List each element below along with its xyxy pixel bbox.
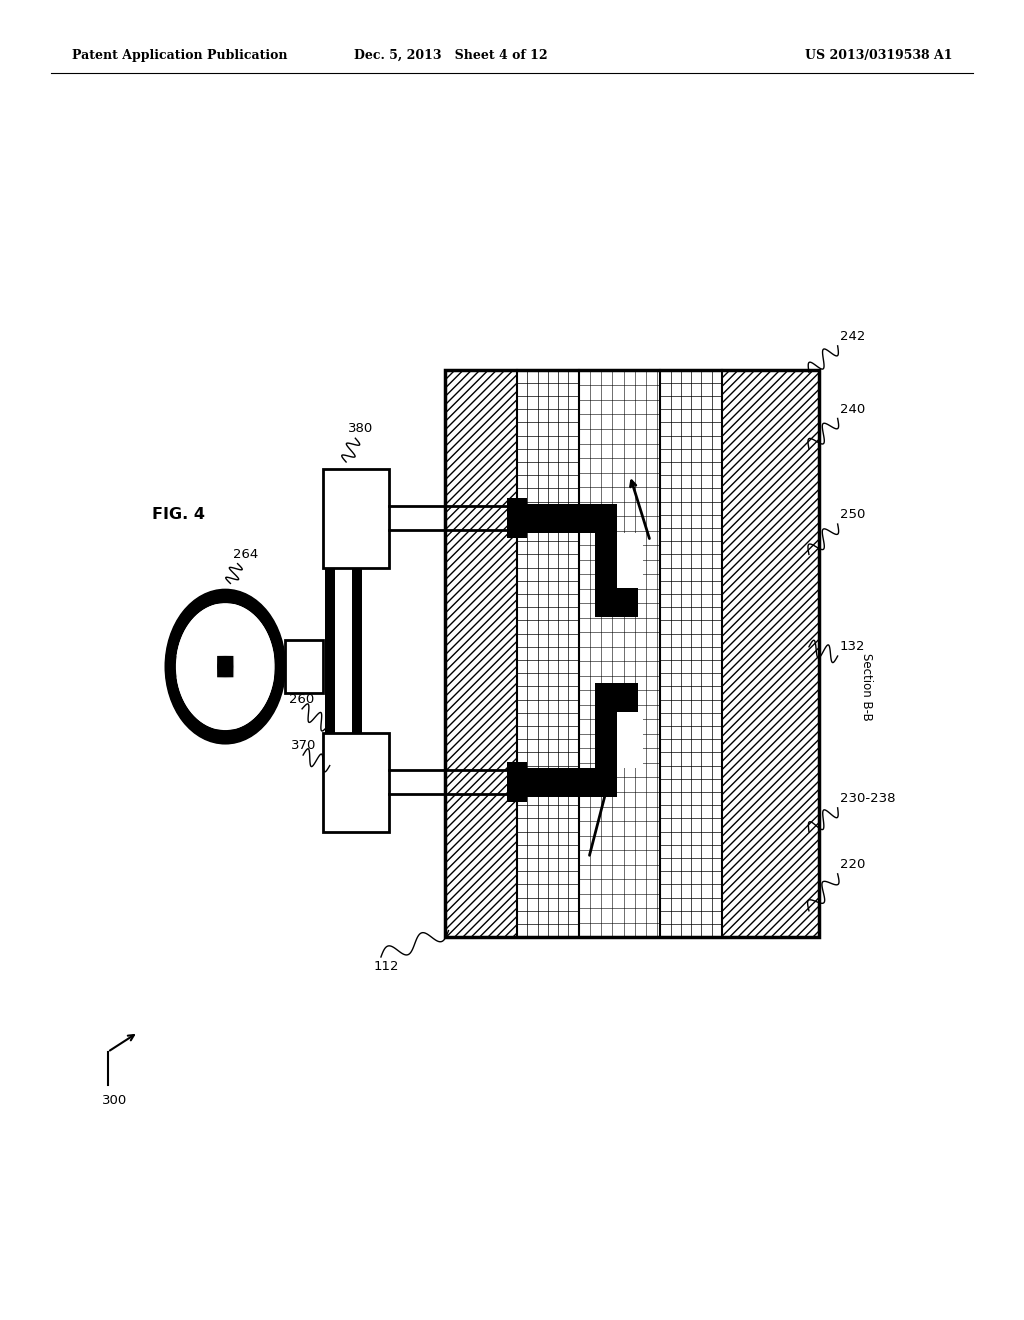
- Bar: [326, 568, 336, 733]
- Bar: [595, 684, 617, 768]
- Polygon shape: [233, 605, 274, 729]
- Bar: [517, 370, 579, 937]
- Text: 260: 260: [289, 693, 314, 706]
- Bar: [722, 370, 819, 937]
- Bar: [445, 370, 819, 937]
- Circle shape: [218, 657, 232, 676]
- Bar: [352, 568, 362, 733]
- Bar: [660, 370, 722, 937]
- Bar: [507, 499, 527, 539]
- Bar: [445, 370, 517, 937]
- Bar: [522, 504, 617, 533]
- Bar: [507, 763, 527, 803]
- Bar: [445, 370, 819, 937]
- Circle shape: [166, 590, 285, 743]
- Text: Dec. 5, 2013   Sheet 4 of 12: Dec. 5, 2013 Sheet 4 of 12: [353, 49, 548, 62]
- Bar: [522, 767, 617, 796]
- Text: 230-238: 230-238: [840, 792, 895, 805]
- Text: FIG. 4: FIG. 4: [152, 507, 205, 523]
- Text: 300: 300: [102, 1094, 128, 1107]
- Text: 370: 370: [291, 739, 316, 752]
- Text: 132: 132: [840, 640, 865, 653]
- Text: US 2013/0319538 A1: US 2013/0319538 A1: [805, 49, 952, 62]
- Polygon shape: [177, 603, 273, 656]
- Bar: [323, 469, 389, 568]
- Bar: [617, 713, 643, 768]
- Text: 242: 242: [840, 330, 865, 343]
- Bar: [617, 533, 643, 589]
- Text: Patent Application Publication: Patent Application Publication: [72, 49, 287, 62]
- Text: 112: 112: [374, 960, 399, 973]
- Bar: [579, 370, 660, 937]
- Bar: [595, 533, 617, 618]
- Bar: [722, 370, 819, 937]
- Bar: [595, 589, 638, 618]
- Text: 250: 250: [840, 508, 865, 521]
- Text: Section B-B: Section B-B: [860, 652, 873, 721]
- Bar: [595, 684, 638, 713]
- Bar: [323, 733, 389, 832]
- Text: 220: 220: [840, 858, 865, 871]
- Text: 264: 264: [233, 548, 259, 561]
- Polygon shape: [176, 605, 217, 729]
- Text: 240: 240: [840, 403, 865, 416]
- Polygon shape: [177, 677, 273, 730]
- Bar: [285, 640, 323, 693]
- Bar: [445, 370, 517, 937]
- Text: 380: 380: [348, 422, 374, 436]
